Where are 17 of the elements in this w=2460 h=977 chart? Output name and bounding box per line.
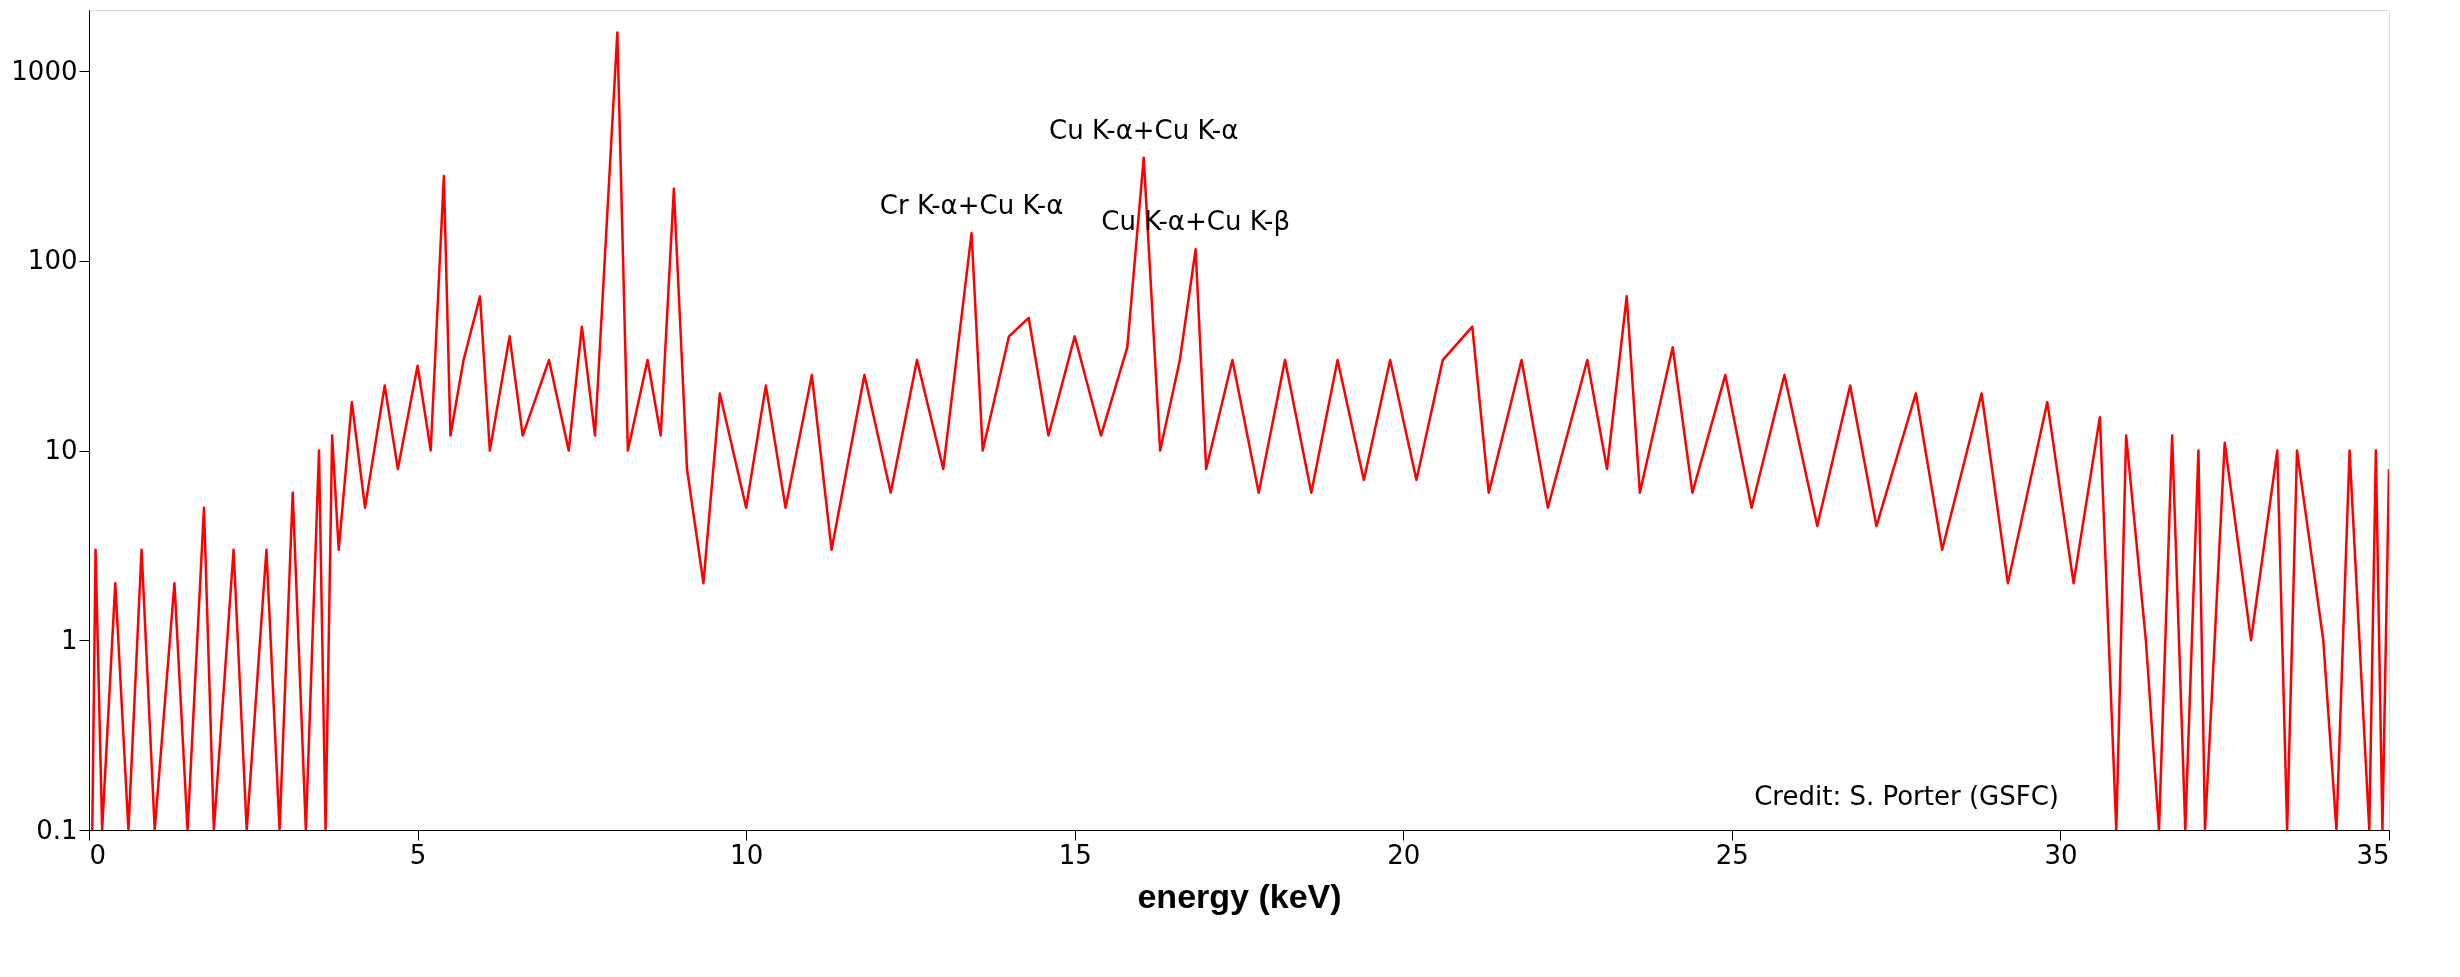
x-tick-label: 5 [409, 839, 427, 870]
y-tick-label: 1000 [11, 55, 78, 86]
x-tick-label: 25 [1715, 839, 1749, 870]
x-tick-label: 0 [89, 839, 107, 870]
x-axis-title: energy (keV) [1137, 876, 1342, 915]
y-tick-label: 100 [27, 245, 78, 276]
y-tick-label: 0.1 [36, 814, 78, 845]
annotation: Cu K-α+Cu K-α [1049, 114, 1239, 145]
x-tick-label: 35 [2356, 839, 2390, 870]
annotation: Cr K-α+Cu K-α [879, 190, 1064, 221]
y-tick-label: 1 [60, 624, 78, 655]
x-tick-label: 20 [1387, 839, 1421, 870]
x-tick-label: 10 [730, 839, 764, 870]
annotation: Credit: S. Porter (GSFC) [1754, 781, 2059, 811]
x-tick-label: 30 [2044, 839, 2078, 870]
x-tick-label: 15 [1058, 839, 1092, 870]
y-tick-label: 10 [44, 435, 78, 466]
